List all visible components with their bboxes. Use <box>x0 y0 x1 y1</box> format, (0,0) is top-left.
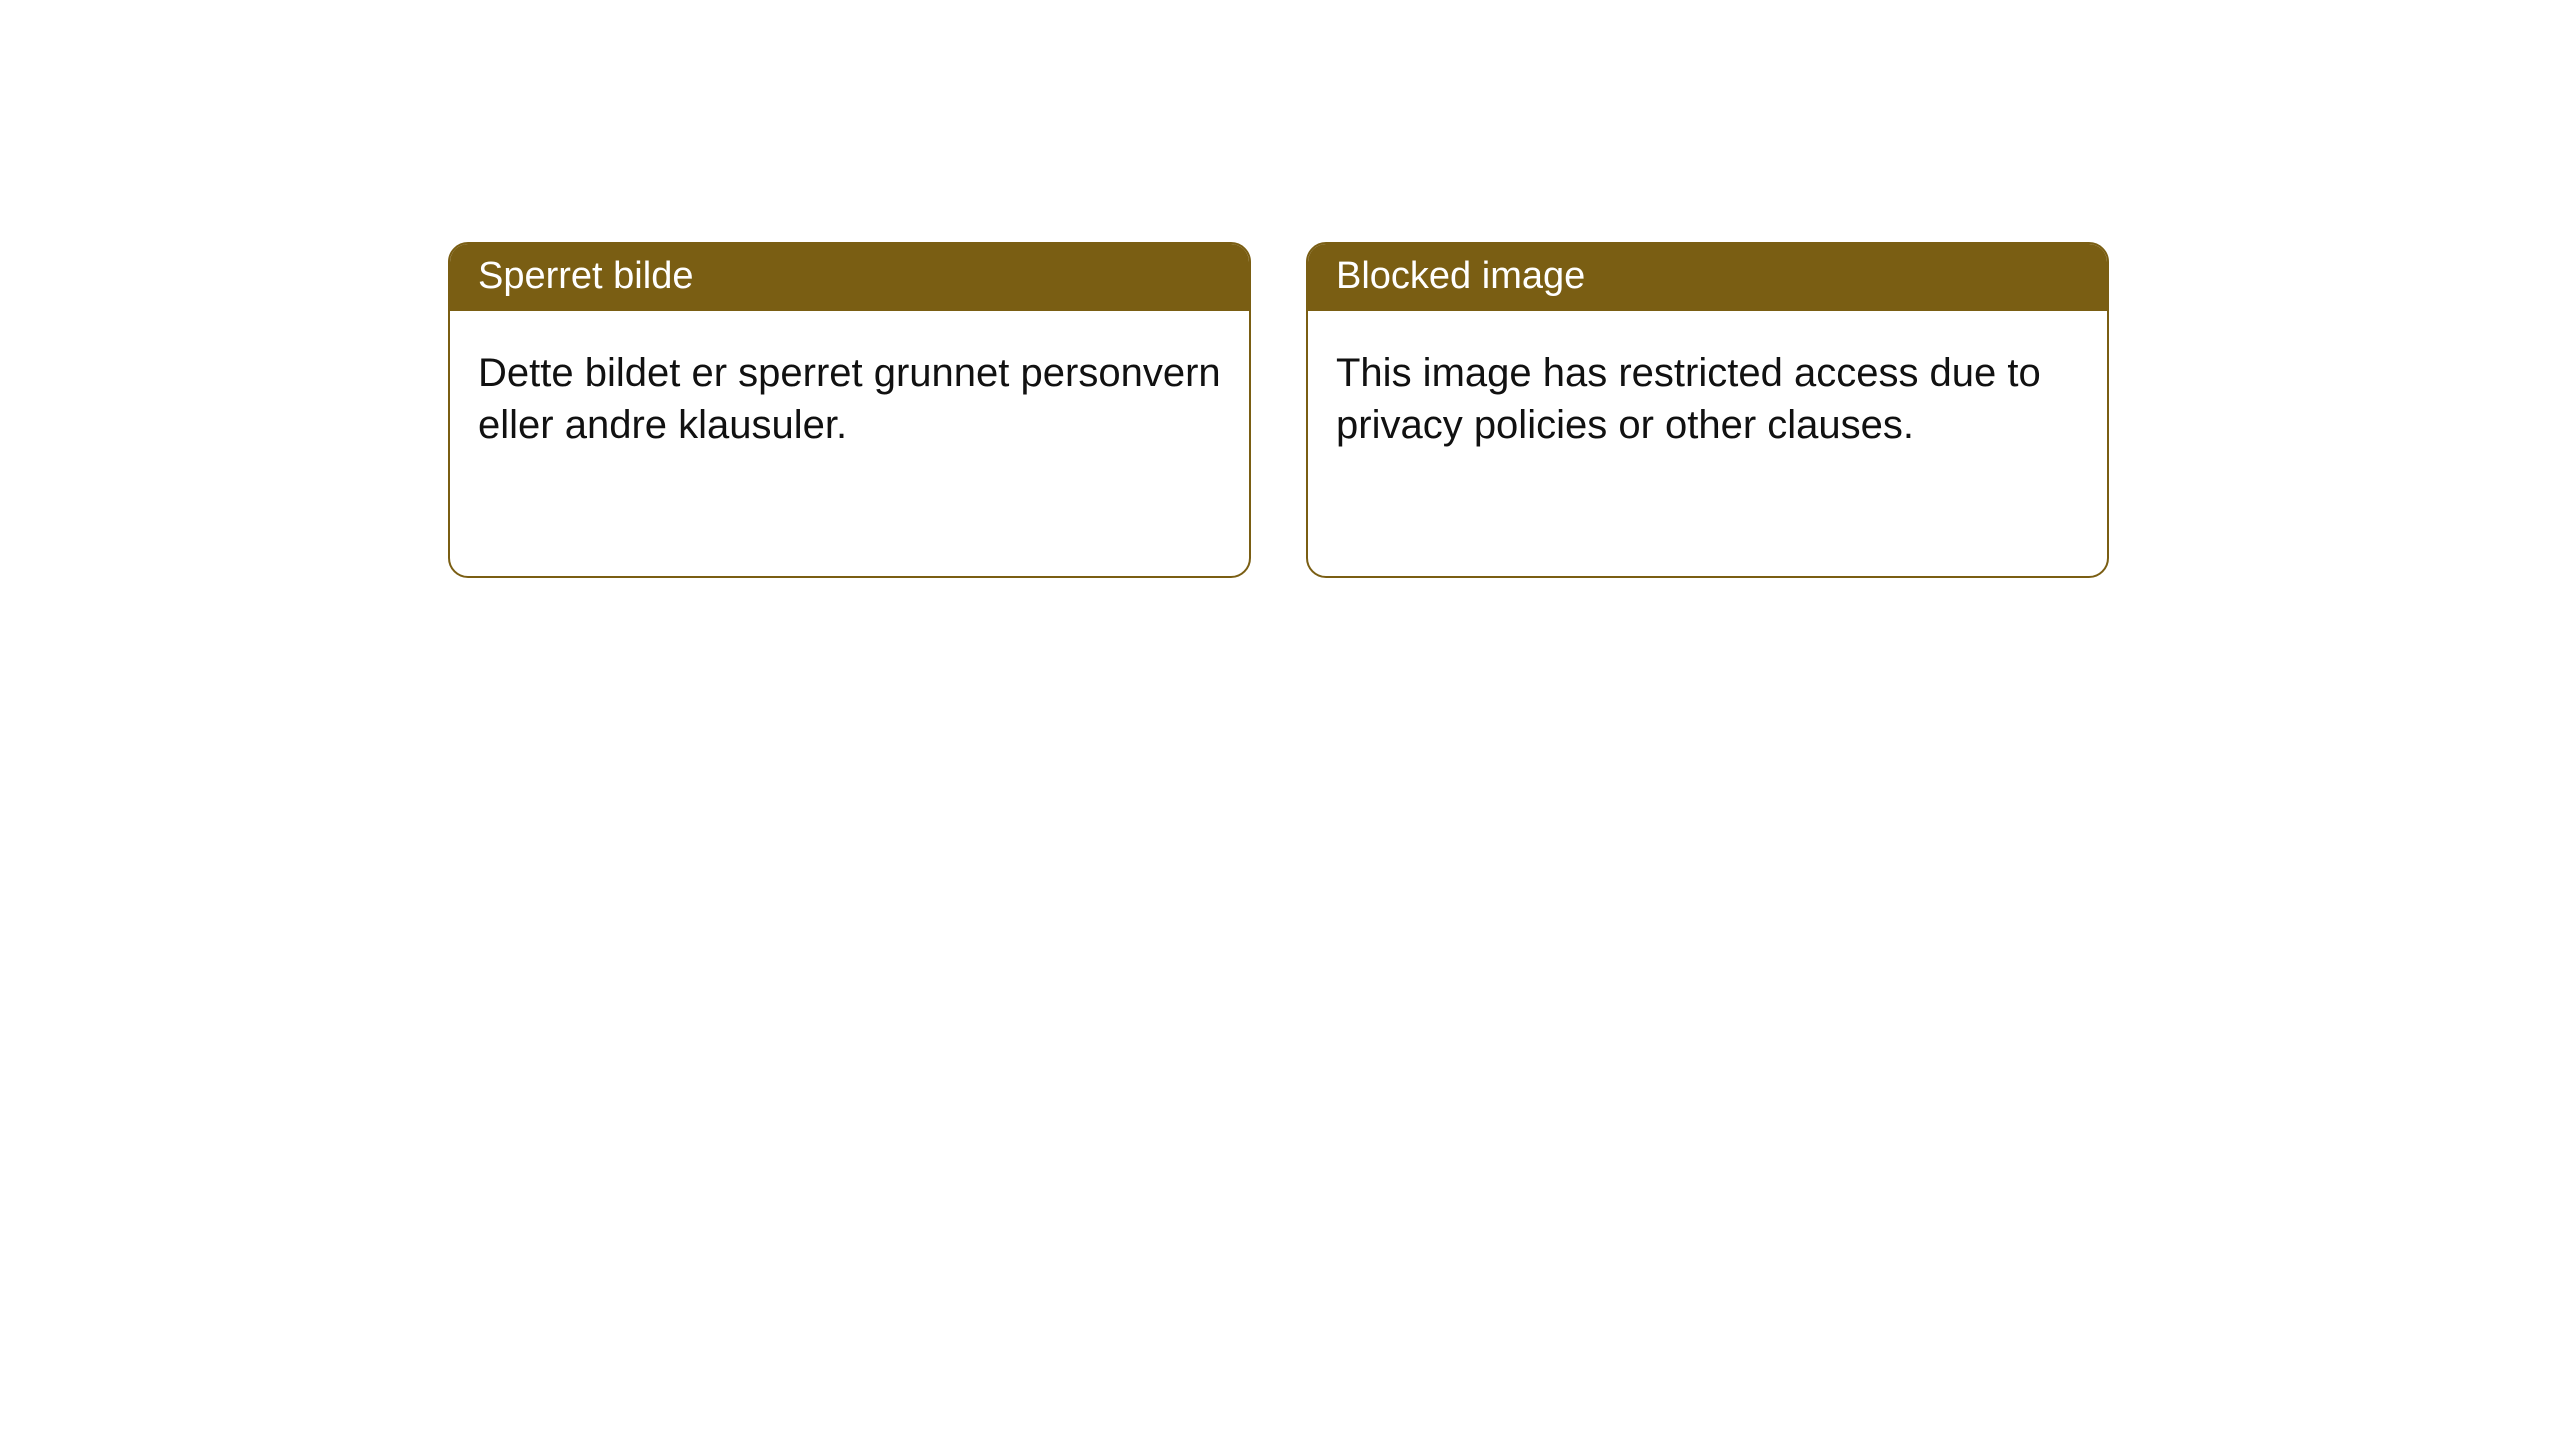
notice-cards-container: Sperret bilde Dette bildet er sperret gr… <box>0 0 2560 578</box>
card-title: Blocked image <box>1308 244 2107 311</box>
card-title: Sperret bilde <box>450 244 1249 311</box>
card-body-text: This image has restricted access due to … <box>1308 311 2107 479</box>
notice-card-norwegian: Sperret bilde Dette bildet er sperret gr… <box>448 242 1251 578</box>
card-body-text: Dette bildet er sperret grunnet personve… <box>450 311 1249 479</box>
notice-card-english: Blocked image This image has restricted … <box>1306 242 2109 578</box>
